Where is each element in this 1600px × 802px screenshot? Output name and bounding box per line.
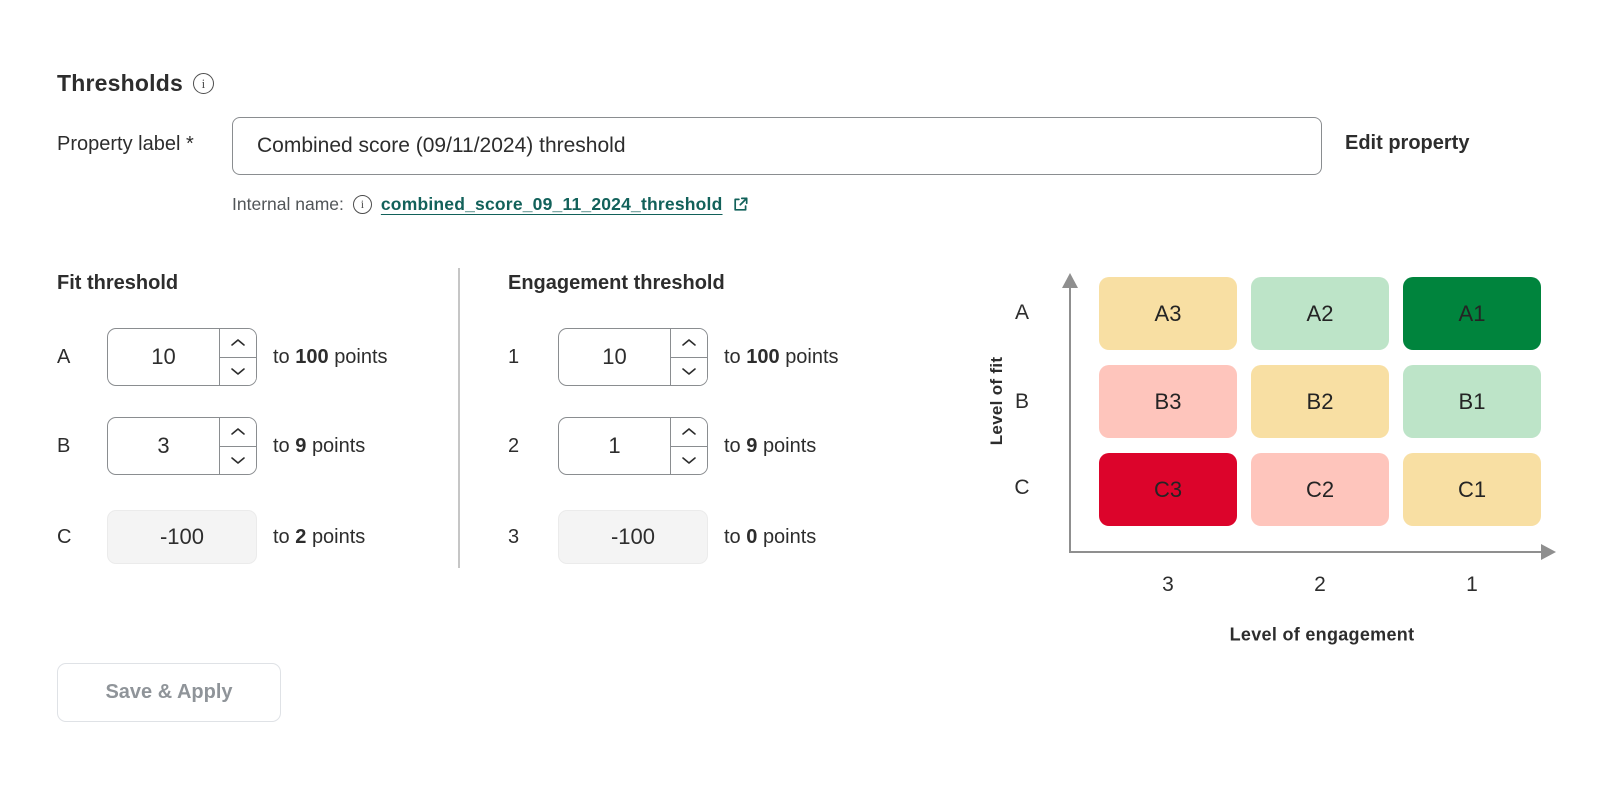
x-axis-line (1069, 551, 1541, 553)
property-label-input[interactable] (232, 117, 1322, 175)
engagement-1-stepper (558, 328, 708, 386)
engagement-threshold-title: Engagement threshold (508, 272, 725, 294)
matrix-x-tick-1: 1 (1466, 573, 1478, 596)
engagement-3-range-text: to 0 points (724, 525, 817, 548)
fit-a-range-text: to 100 points (273, 345, 388, 368)
chevron-up-icon (231, 339, 245, 347)
property-label: Property label * (57, 133, 194, 155)
engagement-threshold-section: Engagement threshold 1 to 100 points 2 (508, 272, 928, 564)
engagement-row-2-label: 2 (508, 434, 520, 457)
engagement-2-input[interactable] (559, 418, 670, 474)
engagement-2-stepper (558, 417, 708, 475)
fit-a-decrement-button[interactable] (220, 357, 256, 385)
matrix-grid: A3 A2 A1 B3 B2 B1 C3 C2 C1 (1099, 277, 1541, 526)
matrix-y-tick-b: B (1014, 390, 1030, 413)
fit-b-range-text: to 9 points (273, 434, 366, 457)
fit-row-a-label: A (57, 345, 71, 368)
engagement-1-increment-button[interactable] (671, 329, 707, 358)
fit-row-b: B to 9 points (57, 417, 365, 475)
fit-b-decrement-button[interactable] (220, 446, 256, 474)
page-header: Thresholds i (57, 70, 214, 97)
thresholds-info-icon[interactable]: i (192, 73, 214, 94)
matrix-x-axis-label: Level of engagement (1229, 624, 1415, 645)
engagement-1-input[interactable] (559, 329, 670, 385)
chevron-down-icon (231, 456, 245, 464)
fit-row-a: A to 100 points (57, 328, 388, 386)
internal-name-label: Internal name: (232, 194, 344, 214)
fit-b-stepper (107, 417, 257, 475)
fit-threshold-section: Fit threshold A to 100 points B (57, 272, 457, 564)
engagement-3-input-disabled: -100 (558, 510, 708, 564)
fit-a-stepper-buttons (219, 329, 256, 385)
engagement-row-2: 2 to 9 points (508, 417, 816, 475)
matrix-x-tick-2: 2 (1314, 573, 1326, 596)
matrix-cell-c1: C1 (1403, 453, 1541, 526)
fit-b-input[interactable] (108, 418, 219, 474)
save-apply-button[interactable]: Save & Apply (57, 663, 281, 722)
matrix-x-tick-3: 3 (1162, 573, 1174, 596)
engagement-1-decrement-button[interactable] (671, 357, 707, 385)
engagement-row-1-label: 1 (508, 345, 520, 368)
chevron-up-icon (231, 428, 245, 436)
fit-b-increment-button[interactable] (220, 418, 256, 447)
fit-c-range-text: to 2 points (273, 525, 366, 548)
matrix-y-tick-a: A (1014, 301, 1030, 324)
engagement-2-range-text: to 9 points (724, 434, 817, 457)
engagement-1-range-text: to 100 points (724, 345, 839, 368)
page-title: Thresholds (57, 70, 183, 96)
engagement-row-3: 3 -100 to 0 points (508, 510, 816, 564)
matrix-cell-c3: C3 (1099, 453, 1237, 526)
engagement-1-stepper-buttons (670, 329, 707, 385)
edit-property-button[interactable]: Edit property (1345, 132, 1470, 154)
fit-a-stepper (107, 328, 257, 386)
section-divider (458, 268, 460, 568)
fit-threshold-title: Fit threshold (57, 272, 179, 294)
engagement-2-increment-button[interactable] (671, 418, 707, 447)
internal-name-link[interactable]: combined_score_09_11_2024_threshold (380, 194, 723, 214)
matrix-cell-a2: A2 (1251, 277, 1389, 350)
internal-name-info-icon[interactable]: i (352, 195, 372, 214)
matrix-y-tick-c: C (1014, 476, 1030, 499)
fit-row-c-label: C (57, 525, 72, 548)
chevron-up-icon (682, 428, 696, 436)
engagement-2-decrement-button[interactable] (671, 446, 707, 474)
y-axis-arrow-icon (1062, 273, 1078, 288)
chevron-up-icon (682, 339, 696, 347)
matrix-cell-a3: A3 (1099, 277, 1237, 350)
matrix-cell-b2: B2 (1251, 365, 1389, 438)
x-axis-arrow-icon (1541, 544, 1556, 560)
chevron-down-icon (231, 367, 245, 375)
score-matrix: Level of fit A B C A3 A2 A1 B3 B2 B1 C3 … (950, 255, 1580, 665)
fit-row-c: C -100 to 2 points (57, 510, 365, 564)
internal-name-row: Internal name: i combined_score_09_11_20… (232, 194, 749, 215)
fit-c-input-disabled: -100 (107, 510, 257, 564)
chevron-down-icon (682, 456, 696, 464)
matrix-cell-a1: A1 (1403, 277, 1541, 350)
matrix-cell-c2: C2 (1251, 453, 1389, 526)
engagement-row-1: 1 to 100 points (508, 328, 839, 386)
fit-row-b-label: B (57, 434, 71, 457)
matrix-cell-b3: B3 (1099, 365, 1237, 438)
fit-a-input[interactable] (108, 329, 219, 385)
chevron-down-icon (682, 367, 696, 375)
matrix-y-axis-label: Level of fit (987, 356, 1006, 446)
external-link-icon[interactable] (732, 196, 749, 213)
fit-a-increment-button[interactable] (220, 329, 256, 358)
fit-b-stepper-buttons (219, 418, 256, 474)
engagement-2-stepper-buttons (670, 418, 707, 474)
y-axis-line (1069, 287, 1071, 553)
matrix-cell-b1: B1 (1403, 365, 1541, 438)
engagement-row-3-label: 3 (508, 525, 520, 548)
